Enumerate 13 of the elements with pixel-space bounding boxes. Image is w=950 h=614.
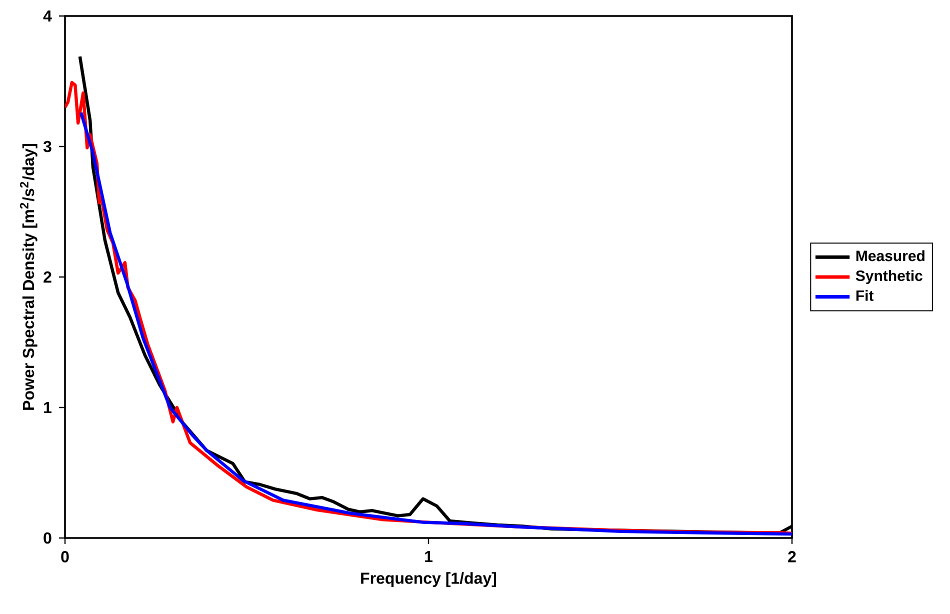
legend-label: Measured [856,250,924,262]
y-tick-label: 3 [43,140,52,152]
x-axis-title: Frequency [1/day] [361,572,496,588]
x-tick-label: 2 [788,551,796,562]
y-axis-title: Power Spectral Density [m$^{2}$/s$^{2}$/day] [20,144,38,410]
x-tick-label: 0 [61,551,69,562]
y-tick-label: 2 [44,271,52,283]
legend-label: Fit [856,290,874,301]
y-tick-label: 0 [44,532,52,544]
legend-label: Synthetic [856,270,922,284]
y-tick-label: 1 [44,402,52,413]
x-tick-label: 1 [425,551,432,562]
y-tick-label: 4 [43,10,52,22]
